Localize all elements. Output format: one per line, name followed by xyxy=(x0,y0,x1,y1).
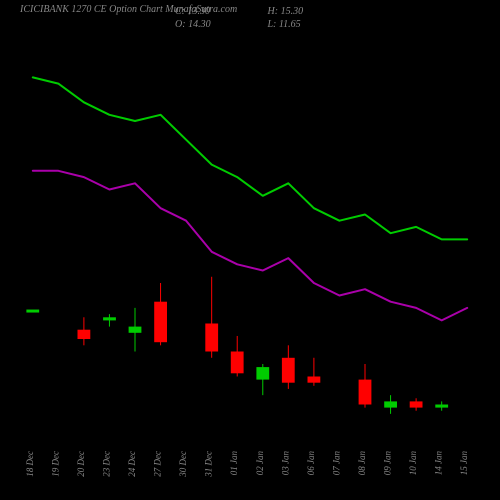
x-axis-label: 20 Dec xyxy=(76,451,86,477)
x-axis-label: 03 Jan xyxy=(280,451,290,476)
x-axis-label: 27 Dec xyxy=(153,451,163,477)
x-axis-label: 23 Dec xyxy=(101,451,111,477)
ohlc-c-value: 13.30 xyxy=(188,6,211,17)
x-axis-label: 01 Jan xyxy=(229,451,239,476)
candle-body xyxy=(256,367,269,380)
candle-body xyxy=(308,377,321,383)
ohlc-c-label: C: xyxy=(175,6,185,17)
ohlc-l-value: 11.65 xyxy=(279,19,301,30)
candle-body xyxy=(282,358,295,383)
ohlc-h-value: 15.30 xyxy=(281,6,304,17)
x-axis-label: 09 Jan xyxy=(383,451,393,476)
ohlc-h-label: H: xyxy=(268,6,279,17)
x-axis-label: 14 Jan xyxy=(434,451,444,476)
x-axis-label: 30 Dec xyxy=(178,451,188,478)
x-axis-label: 31 Dec xyxy=(204,451,214,478)
x-axis-label: 15 Jan xyxy=(459,451,469,476)
candle-body xyxy=(103,317,116,320)
upper-line xyxy=(33,77,467,239)
x-axis-label: 10 Jan xyxy=(408,451,418,476)
candle-body xyxy=(435,405,448,408)
candle-body xyxy=(154,302,167,343)
lower-line xyxy=(33,171,467,321)
x-axis-label: 06 Jan xyxy=(306,451,316,476)
chart-canvas: 18 Dec 19 Dec 20 Dec 23 Dec 24 Dec 27 Dec 30 D… xyxy=(0,0,500,500)
ohlc-o-value: 14.30 xyxy=(188,19,211,30)
x-axis-label: 08 Jan xyxy=(357,451,367,476)
candle-body xyxy=(231,352,244,374)
candle-body xyxy=(205,324,218,352)
candle-body xyxy=(359,380,372,405)
x-axis-label: 19 Dec xyxy=(50,451,60,477)
x-axis-label: 07 Jan xyxy=(331,451,341,476)
x-axis-label: 18 Dec xyxy=(25,451,35,477)
ohlc-readout: C: 13.30 H: 15.30 O: 14.30 L: 11.65 xyxy=(175,5,358,31)
x-axis-label: 24 Dec xyxy=(127,451,137,477)
x-axis-label: 02 Jan xyxy=(255,451,265,476)
ohlc-l-label: L: xyxy=(268,19,277,30)
candle-body xyxy=(384,401,397,407)
candle-body xyxy=(410,401,423,407)
ohlc-o-label: O: xyxy=(175,19,186,30)
candle-body xyxy=(78,330,91,339)
candle-body xyxy=(129,327,142,333)
